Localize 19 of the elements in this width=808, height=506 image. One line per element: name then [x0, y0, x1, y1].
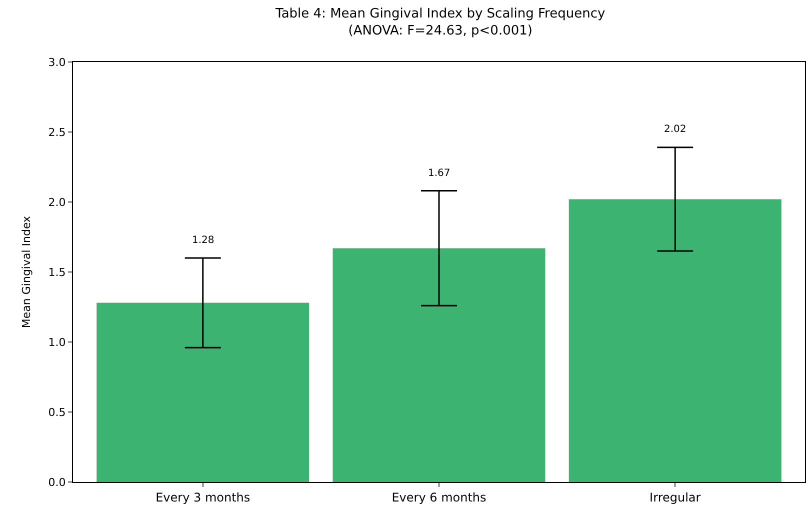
- y-tick-label: 0.5: [48, 406, 66, 419]
- x-tick-label: Every 3 months: [156, 490, 250, 504]
- x-tick-label: Every 6 months: [392, 490, 486, 504]
- bar: [568, 199, 782, 482]
- y-tick-label: 2.0: [48, 196, 66, 209]
- chart-title: Table 4: Mean Gingival Index by Scaling Frequency: [274, 6, 606, 22]
- y-axis-title: Mean Gingival Index: [20, 215, 33, 328]
- y-tick-label: 2.5: [48, 126, 66, 139]
- y-tick-label: 1.0: [48, 336, 66, 349]
- bar: [332, 248, 546, 482]
- x-tick-label: Irregular: [650, 490, 701, 504]
- annotation: 1.67: [428, 168, 450, 179]
- y-tick-label: 3.0: [48, 56, 66, 69]
- bar: [96, 302, 310, 482]
- annotation: 1.28: [192, 235, 214, 246]
- y-tick-label: 0.0: [48, 476, 66, 489]
- chart-subtitle: (ANOVA: F=24.63, p<0.001): [348, 24, 532, 39]
- annotation: 2.02: [664, 124, 686, 135]
- y-tick-label: 1.5: [48, 266, 66, 279]
